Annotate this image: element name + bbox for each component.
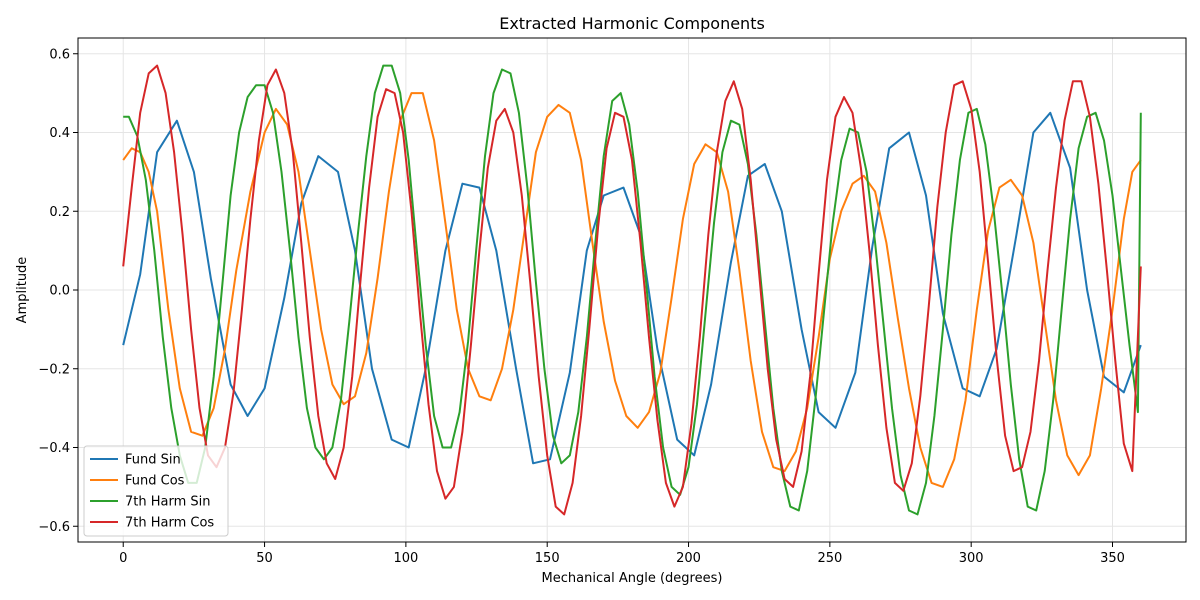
x-tick-label: 100 [393,551,418,566]
legend-label: Fund Sin [125,453,181,468]
legend-label: 7th Harm Sin [125,495,211,510]
y-axis-label: Amplitude [15,257,30,324]
legend-label: 7th Harm Cos [125,516,214,531]
chart-title: Extracted Harmonic Components [499,14,765,33]
x-tick-label: 300 [959,551,984,566]
y-tick-label: −0.4 [38,441,70,456]
x-axis-label: Mechanical Angle (degrees) [542,571,723,586]
x-tick-label: 350 [1100,551,1125,566]
x-tick-label: 150 [535,551,560,566]
y-tick-label: 0.0 [49,284,70,299]
y-tick-label: −0.6 [38,520,70,535]
x-tick-label: 0 [119,551,127,566]
x-tick-label: 200 [676,551,701,566]
y-tick-label: −0.2 [38,362,70,377]
grid-lines [78,38,1186,542]
y-axis-ticks: −0.6 −0.4 −0.2 0.0 0.2 0.4 0.6 [38,47,78,535]
legend-label: Fund Cos [125,474,185,489]
x-tick-label: 250 [817,551,842,566]
y-tick-label: 0.6 [49,47,70,62]
x-axis-ticks: 0 50 100 150 200 250 300 350 [119,542,1125,566]
series-layer [122,64,1142,516]
y-tick-label: 0.4 [49,126,70,141]
series-line-3 [122,64,1142,516]
legend: Fund Sin Fund Cos 7th Harm Sin 7th Harm Cos [83,445,229,537]
x-tick-label: 50 [256,551,273,566]
y-tick-label: 0.2 [49,205,70,220]
series-line-2 [123,64,1142,516]
series-line-0 [122,111,1142,465]
legend-box [83,445,229,537]
